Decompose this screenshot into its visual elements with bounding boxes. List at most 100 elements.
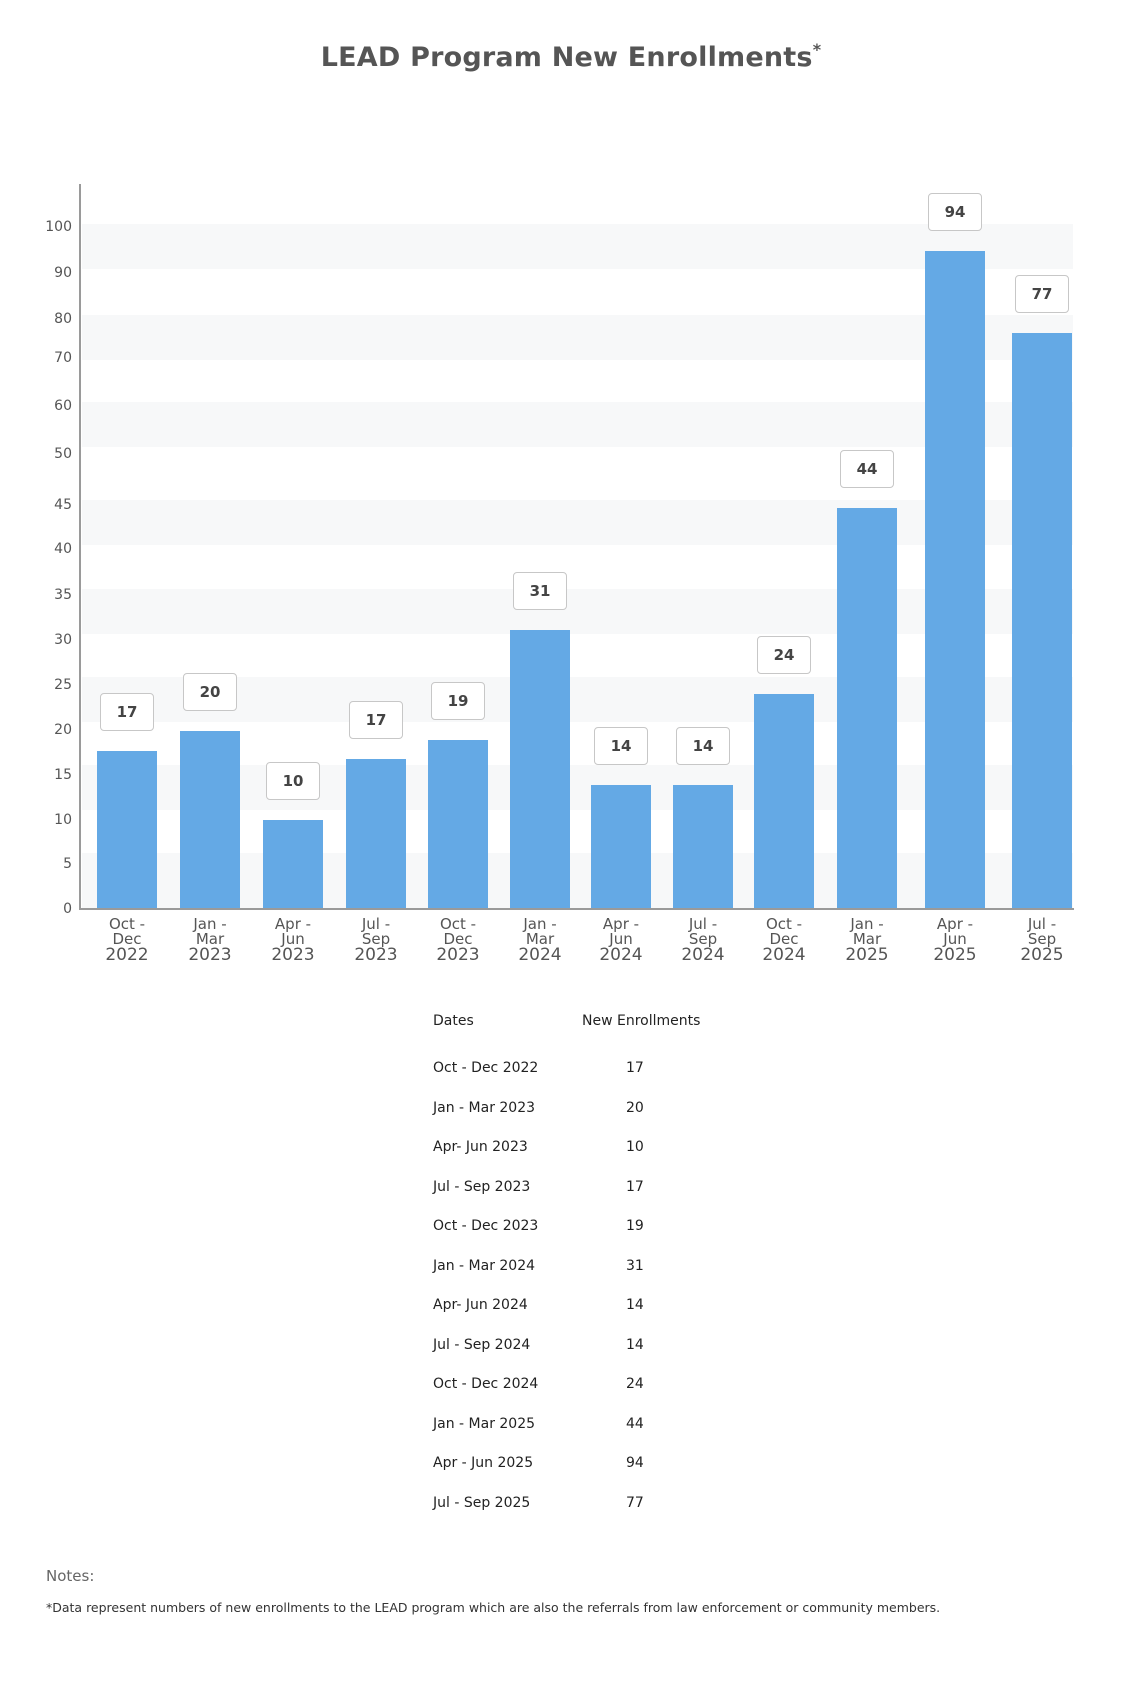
row-value: 20 — [626, 1099, 644, 1116]
grid-band — [82, 677, 1073, 722]
table-row: Oct - Dec 2023 19 — [433, 1218, 753, 1238]
x-tick-label: Jan - Mar 2025 — [827, 917, 907, 964]
x-tick-label-line: Mar — [852, 930, 882, 948]
value-label: 20 — [183, 673, 237, 711]
table-row: Apr- Jun 2024 14 — [433, 1297, 753, 1317]
row-value: 77 — [626, 1494, 644, 1511]
row-date: Jul - Sep 2025 — [433, 1494, 531, 1511]
x-tick-label-line: Apr - — [602, 915, 640, 933]
x-tick-label-line: 2022 — [105, 945, 149, 965]
row-value: 17 — [626, 1178, 644, 1195]
row-date: Oct - Dec 2022 — [433, 1060, 539, 1076]
x-tick-label-line: 2025 — [845, 945, 889, 965]
table-row: Jan - Mar 2023 20 — [433, 1100, 753, 1120]
y-tick-label: 15 — [54, 767, 72, 783]
row-value: 94 — [626, 1455, 644, 1471]
x-tick-label-line: 2023 — [436, 945, 480, 965]
x-tick-label-line: Jan - — [193, 915, 227, 933]
x-tick-label-line: Sep — [1027, 930, 1057, 948]
y-tick-label: 5 — [63, 856, 72, 872]
table-row: Apr- Jun 2023 10 — [433, 1139, 753, 1159]
x-tick-label-line: 2024 — [681, 945, 725, 965]
row-date: Jul - Sep 2024 — [433, 1336, 531, 1353]
y-axis-line — [79, 184, 81, 910]
table-row: Jul - Sep 2025 77 — [433, 1495, 753, 1515]
x-tick-label: Jul - Sep 2023 — [336, 917, 416, 964]
x-axis-line — [79, 908, 1074, 910]
table-row: Apr - Jun 2025 94 — [433, 1455, 753, 1475]
x-tick-label: Oct - Dec 2023 — [418, 917, 498, 964]
y-tick-label: 10 — [54, 812, 72, 828]
table-row: Jan - Mar 2024 31 — [433, 1258, 753, 1278]
x-tick-label-line: Dec — [112, 930, 142, 948]
y-tick-label: 90 — [54, 265, 72, 281]
table-row: Oct - Dec 2022 17 — [433, 1060, 753, 1080]
x-tick-label: Jul - Sep 2025 — [1002, 917, 1082, 964]
x-tick-label-line: 2024 — [518, 945, 562, 965]
x-tick-label-line: 2023 — [271, 945, 315, 965]
bar — [346, 759, 406, 909]
value-label: 24 — [757, 636, 811, 674]
bar — [1012, 333, 1072, 909]
x-tick-label-line: 2023 — [354, 945, 398, 965]
x-tick-label-line: 2023 — [188, 945, 232, 965]
y-tick-label: 70 — [54, 350, 72, 366]
grid-band — [82, 402, 1073, 447]
value-label: 14 — [676, 727, 730, 765]
x-tick-label: Apr - Jun 2025 — [915, 917, 995, 964]
row-date: Jan - Mar 2023 — [433, 1099, 536, 1116]
y-tick-label: 40 — [54, 541, 72, 557]
grid-band — [82, 589, 1073, 634]
x-tick-label-line: 2024 — [762, 945, 806, 965]
x-tick-label-line: Apr - — [274, 915, 312, 933]
y-tick-label: 60 — [54, 398, 72, 414]
bar — [180, 731, 240, 909]
x-tick-label-line: 2024 — [599, 945, 643, 965]
y-tick-label: 35 — [54, 587, 72, 603]
x-tick-label: Oct - Dec 2022 — [87, 917, 167, 964]
row-date: Apr- Jun 2024 — [433, 1297, 528, 1313]
row-value: 31 — [626, 1257, 644, 1274]
x-tick-label-line: Mar — [195, 930, 225, 948]
bar — [263, 820, 323, 909]
x-tick-label-line: Sep — [361, 930, 391, 948]
grid-band — [82, 500, 1073, 545]
row-value: 44 — [626, 1415, 644, 1432]
x-tick-label-line: Jan - — [523, 915, 557, 933]
table-header: Dates New Enrollments — [433, 1013, 753, 1033]
x-tick-label-line: Jul - — [688, 915, 718, 933]
value-label: 31 — [513, 572, 567, 610]
x-tick-label-line: Oct - — [765, 915, 803, 933]
row-date: Oct - Dec 2024 — [433, 1376, 539, 1392]
value-label: 77 — [1015, 275, 1069, 313]
x-tick-label-line: Oct - — [108, 915, 146, 933]
y-tick-label: 80 — [54, 311, 72, 327]
x-tick-label-line: Jan - — [850, 915, 884, 933]
chart-title: LEAD Program New Enrollments* — [0, 40, 1142, 73]
value-label: 10 — [266, 762, 320, 800]
x-tick-label-line: Sep — [688, 930, 718, 948]
x-tick-label: Jan - Mar 2023 — [170, 917, 250, 964]
grid-band — [82, 853, 1073, 909]
row-date: Jan - Mar 2025 — [433, 1415, 536, 1432]
row-value: 14 — [626, 1336, 644, 1353]
x-tick-label: Jan - Mar 2024 — [500, 917, 580, 964]
row-date: Oct - Dec 2023 — [433, 1218, 539, 1234]
x-tick-label: Jul - Sep 2024 — [663, 917, 743, 964]
value-label: 94 — [928, 193, 982, 231]
row-value: 19 — [626, 1218, 644, 1234]
x-tick-label-line: Jun — [943, 930, 967, 948]
row-date: Jul - Sep 2023 — [433, 1178, 531, 1195]
bar-chart: 100 90 80 70 60 50 45 40 35 30 25 20 15 10 5 0 17 Oct -D… — [45, 184, 1082, 965]
y-tick-label: 45 — [54, 497, 72, 513]
row-date: Apr - Jun 2025 — [433, 1455, 534, 1471]
header-dates: Dates — [433, 1013, 474, 1029]
table-row: Oct - Dec 2024 24 — [433, 1376, 753, 1396]
table-row: Jan - Mar 2025 44 — [433, 1416, 753, 1436]
notes-title: Notes: — [46, 1567, 95, 1585]
bar — [97, 751, 157, 909]
x-tick-label-line: Mar — [525, 930, 555, 948]
y-tick-label: 50 — [54, 446, 72, 462]
bar — [673, 785, 733, 909]
row-date: Jan - Mar 2024 — [433, 1257, 536, 1274]
